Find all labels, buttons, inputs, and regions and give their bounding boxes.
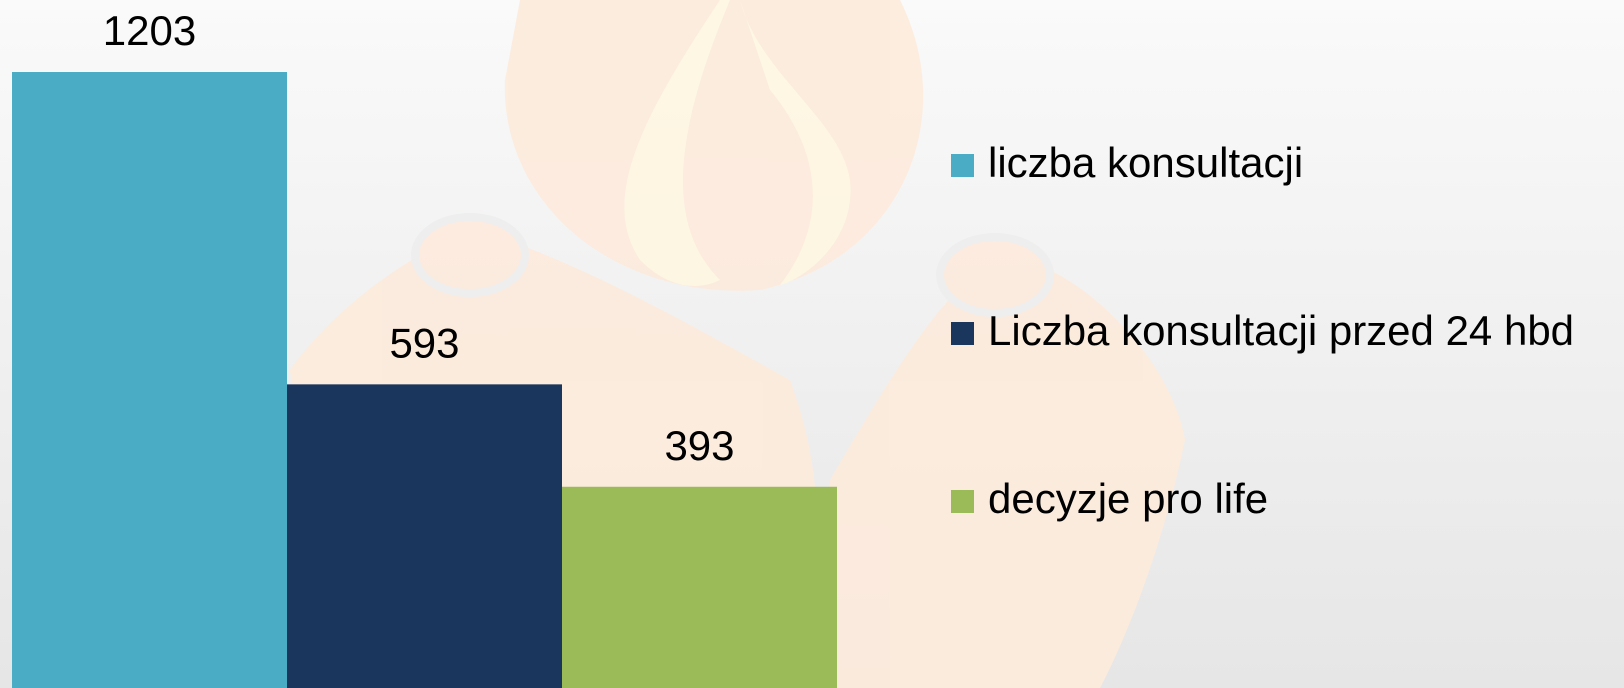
bar (287, 384, 562, 688)
legend-label: Liczba konsultacji przed 24 hbd (988, 307, 1574, 354)
chart: 1203 593 393 liczba konsultacji Liczba kons… (0, 0, 1624, 688)
legend-label: decyzje pro life (988, 475, 1268, 522)
legend-swatch (951, 490, 974, 513)
legend-swatch (951, 322, 974, 345)
bar (12, 72, 287, 688)
data-label: 593 (389, 319, 459, 366)
data-label: 1203 (103, 7, 196, 54)
legend-swatch (951, 154, 974, 177)
page: {"chart_data": {"type": "bar", "series":… (0, 0, 1624, 688)
bar (562, 487, 837, 688)
data-label: 393 (664, 422, 734, 469)
legend-label: liczba konsultacji (988, 139, 1303, 186)
